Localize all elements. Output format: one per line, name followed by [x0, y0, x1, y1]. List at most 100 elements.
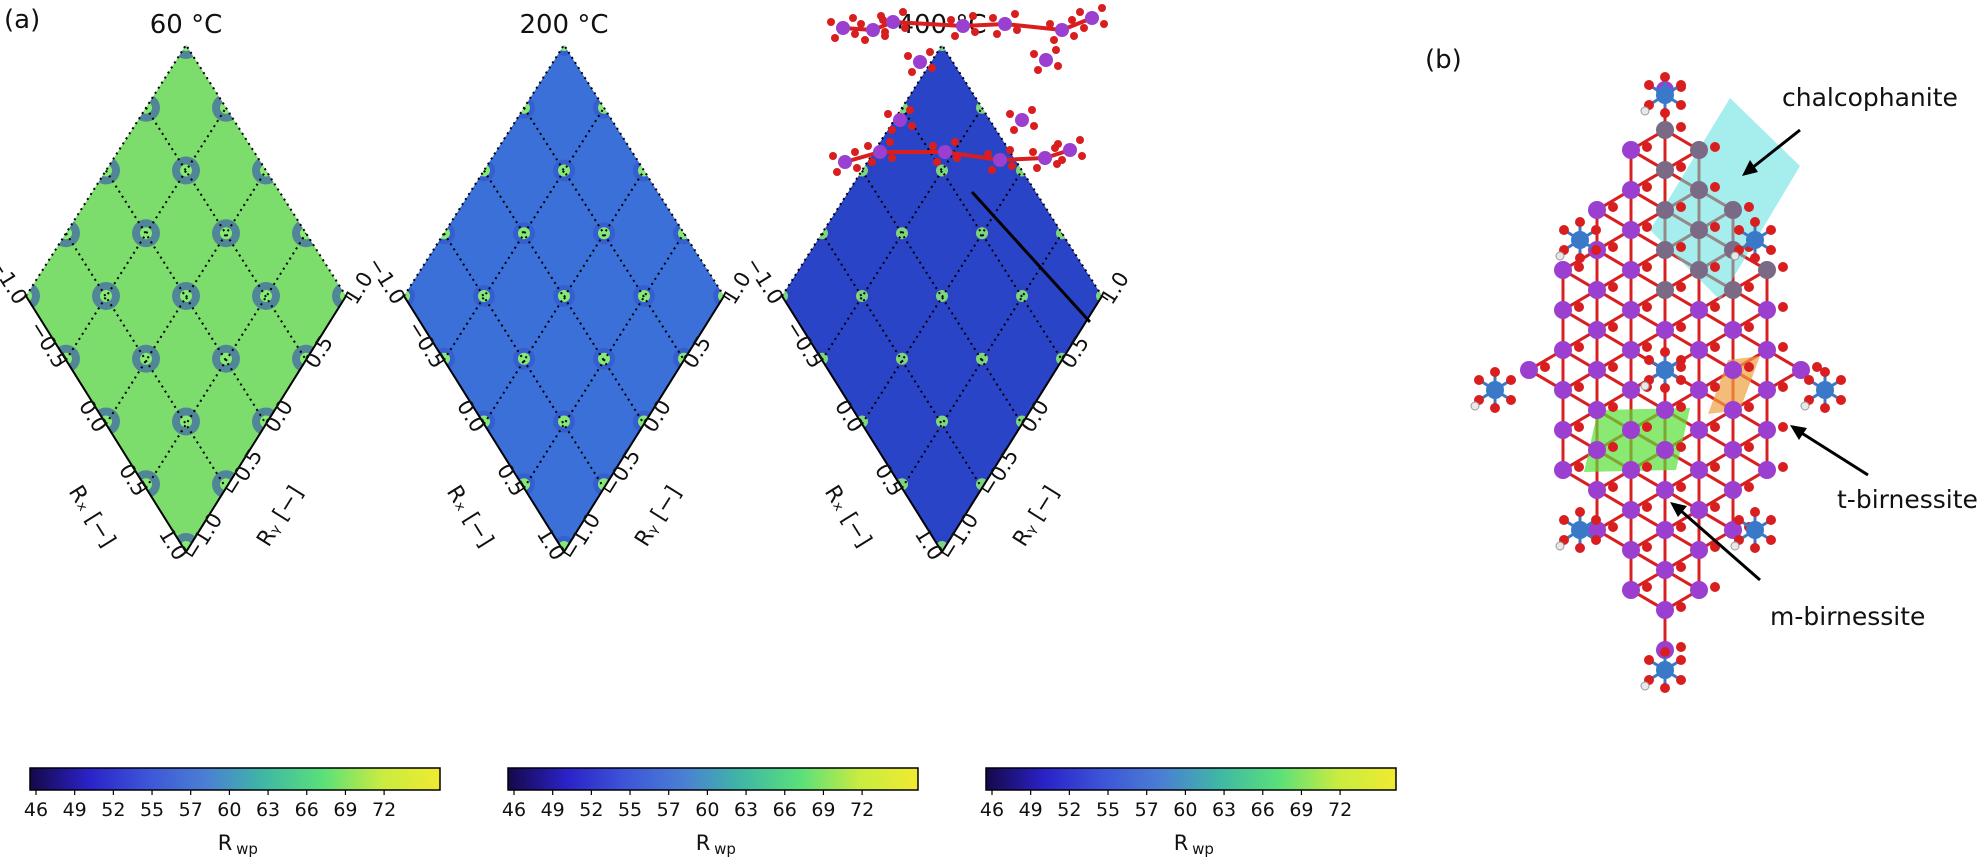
- mn-atom: [1690, 501, 1708, 519]
- valley: [26, 282, 40, 310]
- mn-atom: [1690, 581, 1708, 599]
- colorbar-tick: 72: [372, 799, 396, 821]
- colorbar-tick: 69: [1289, 799, 1313, 821]
- grid-line: [105, 169, 267, 425]
- minimum-spot: [478, 290, 490, 302]
- panel-a-label: (a): [4, 5, 40, 35]
- mn-atom: [1055, 23, 1069, 37]
- valley: [633, 45, 655, 56]
- minimum-spot: [558, 164, 570, 177]
- ry-tick-label: 1.0: [1096, 268, 1134, 309]
- o-atom: [868, 158, 876, 166]
- o-atom: [1078, 152, 1086, 160]
- colorbar-tick: 57: [657, 799, 681, 821]
- o-atom: [1506, 395, 1516, 405]
- o-atom: [1642, 142, 1652, 152]
- minimum-spot: [260, 45, 272, 51]
- o-atom: [1710, 142, 1720, 152]
- o-atom: [1676, 522, 1686, 532]
- o-atom: [1028, 106, 1036, 114]
- o-atom: [989, 14, 997, 22]
- valley: [782, 536, 793, 552]
- o-atom: [1744, 282, 1754, 292]
- inset-structure: [827, 4, 1108, 176]
- colorbar-2: 46 49 52 55 57 60 63 66 69 72 R wp: [980, 767, 1397, 858]
- mn-atom: [1554, 261, 1572, 279]
- o-atom: [951, 32, 959, 40]
- mn-atom: [1656, 121, 1674, 139]
- o-atom: [1710, 582, 1720, 592]
- o-atom: [1046, 20, 1054, 28]
- valley: [1011, 45, 1033, 56]
- valley: [332, 533, 346, 552]
- mn-atom: [1622, 461, 1640, 479]
- o-atom: [971, 28, 979, 36]
- colorbar-tick: 49: [1019, 799, 1043, 821]
- o-atom: [1054, 62, 1062, 70]
- mn-atom: [1622, 381, 1640, 399]
- o-atom: [1676, 655, 1686, 665]
- mn-atom: [1724, 281, 1742, 299]
- valley: [811, 96, 833, 119]
- mn-atom: [836, 21, 850, 35]
- o-atom: [1642, 302, 1652, 312]
- mn-atom: [1724, 481, 1742, 499]
- o-atom: [1676, 402, 1686, 412]
- colorbar-tick: 60: [217, 799, 241, 821]
- valley: [1091, 536, 1102, 552]
- o-atom: [906, 106, 914, 114]
- o-atom: [1660, 383, 1670, 393]
- valley: [26, 156, 40, 185]
- mn-atom: [1622, 221, 1640, 239]
- o-atom: [926, 48, 934, 56]
- o-atom: [1820, 403, 1830, 413]
- colorbar-tick: 46: [24, 799, 48, 821]
- o-atom: [1836, 395, 1846, 405]
- mn-atom: [1724, 321, 1742, 339]
- rwp-map-1: 200 °C−1.0−0.50.00.51.01.00.50.0−0.5−1.0…: [363, 10, 756, 565]
- minimum-spot: [518, 352, 530, 365]
- o-atom: [1660, 647, 1670, 657]
- valley: [332, 407, 346, 436]
- o-atom: [1804, 375, 1814, 385]
- minimum-spot: [896, 352, 908, 365]
- o-atom: [1766, 535, 1776, 545]
- o-atom: [1750, 543, 1760, 553]
- grid-line: [821, 107, 983, 361]
- o-atom: [1591, 515, 1601, 525]
- o-atom: [851, 30, 859, 38]
- valley: [26, 407, 40, 436]
- o-atom: [1008, 162, 1016, 170]
- minimum-spot: [1096, 164, 1102, 177]
- colorbar-tick: 66: [773, 799, 797, 821]
- minimum-spot: [404, 45, 410, 51]
- grid-line: [861, 169, 1023, 425]
- o-atom: [1642, 262, 1652, 272]
- mn-atom: [1063, 143, 1077, 157]
- o-atom: [951, 138, 959, 146]
- o-atom: [1608, 402, 1618, 412]
- o-atom: [877, 12, 885, 20]
- o-atom: [829, 152, 837, 160]
- mn-atom: [1588, 401, 1606, 419]
- valley: [433, 96, 455, 119]
- mn-atom: [1622, 581, 1640, 599]
- minimum-spot: [26, 164, 32, 177]
- minimum-spot: [60, 101, 72, 114]
- colorbar-1: 46 49 52 55 57 60 63 66 69 72 R wp: [502, 767, 919, 858]
- minimum-spot: [598, 227, 610, 240]
- o-atom: [1744, 202, 1754, 212]
- mn-atom: [1554, 461, 1572, 479]
- o-atom: [1474, 375, 1484, 385]
- h-atom: [1470, 401, 1480, 411]
- o-atom: [1750, 253, 1760, 263]
- o-atom: [1644, 655, 1654, 665]
- minimum-spot: [300, 101, 312, 114]
- colorbar-label-sub: wp: [714, 840, 736, 858]
- minimum-spot: [404, 164, 410, 177]
- o-atom: [1676, 362, 1686, 372]
- mn-atom: [1656, 241, 1674, 259]
- mn-atom: [1622, 501, 1640, 519]
- minimum-spot: [438, 478, 450, 491]
- mn-atom: [1690, 181, 1708, 199]
